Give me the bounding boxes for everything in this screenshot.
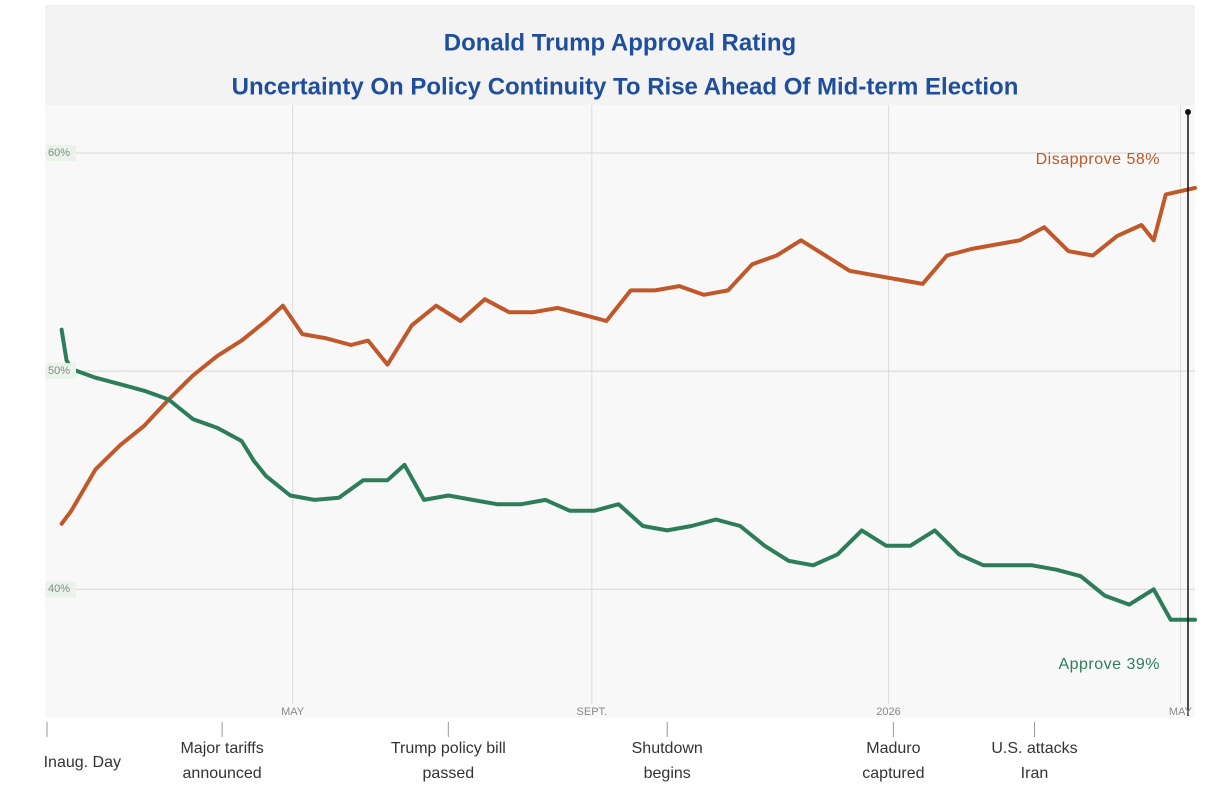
- event-label: announced: [183, 765, 262, 782]
- y-tick-label: 60%: [48, 147, 70, 159]
- grid: [45, 105, 1195, 704]
- y-tick-label-bg: [46, 363, 76, 380]
- lines: [59, 185, 1197, 622]
- event-label: Inaug. Day: [44, 754, 121, 771]
- event-label: passed: [423, 765, 475, 782]
- series-end-label: Approve 39%: [1058, 656, 1160, 673]
- event-label: Iran: [1021, 765, 1049, 782]
- event-label: U.S. attacks: [991, 740, 1077, 757]
- chart-title: Donald Trump Approval Rating: [444, 29, 796, 56]
- series-line: [59, 327, 1197, 622]
- x-tick-label: MAY: [1169, 706, 1193, 718]
- y-tick-label: 50%: [48, 365, 70, 377]
- y-tick-label-bg: [46, 144, 76, 161]
- event-label: Maduro: [866, 740, 920, 757]
- y-tick-label-bg: [46, 581, 76, 598]
- x-tick-label: SEPT.: [577, 706, 608, 718]
- y-tick-label: 40%: [48, 583, 70, 595]
- x-tick-label: 2026: [876, 706, 900, 718]
- x-tick-label: MAY: [281, 706, 305, 718]
- current-date-dot: [1185, 109, 1191, 115]
- event-label: Trump policy bill: [391, 740, 506, 757]
- title-band: [45, 5, 1195, 105]
- event-label: captured: [862, 765, 924, 782]
- chart-subtitle: Uncertainty On Policy Continuity To Rise…: [232, 73, 1019, 100]
- event-label: Major tariffs: [180, 740, 263, 757]
- labels: 40% 50% 60% MAY SEPT. 2026 MAY Disapprove 58% Ap…: [44, 144, 1193, 782]
- plot-area: [45, 105, 1195, 718]
- series-end-label: Disapprove 58%: [1036, 151, 1160, 168]
- series-line: [59, 185, 1197, 526]
- event-label: Shutdown: [632, 740, 703, 757]
- event-label: begins: [644, 765, 691, 782]
